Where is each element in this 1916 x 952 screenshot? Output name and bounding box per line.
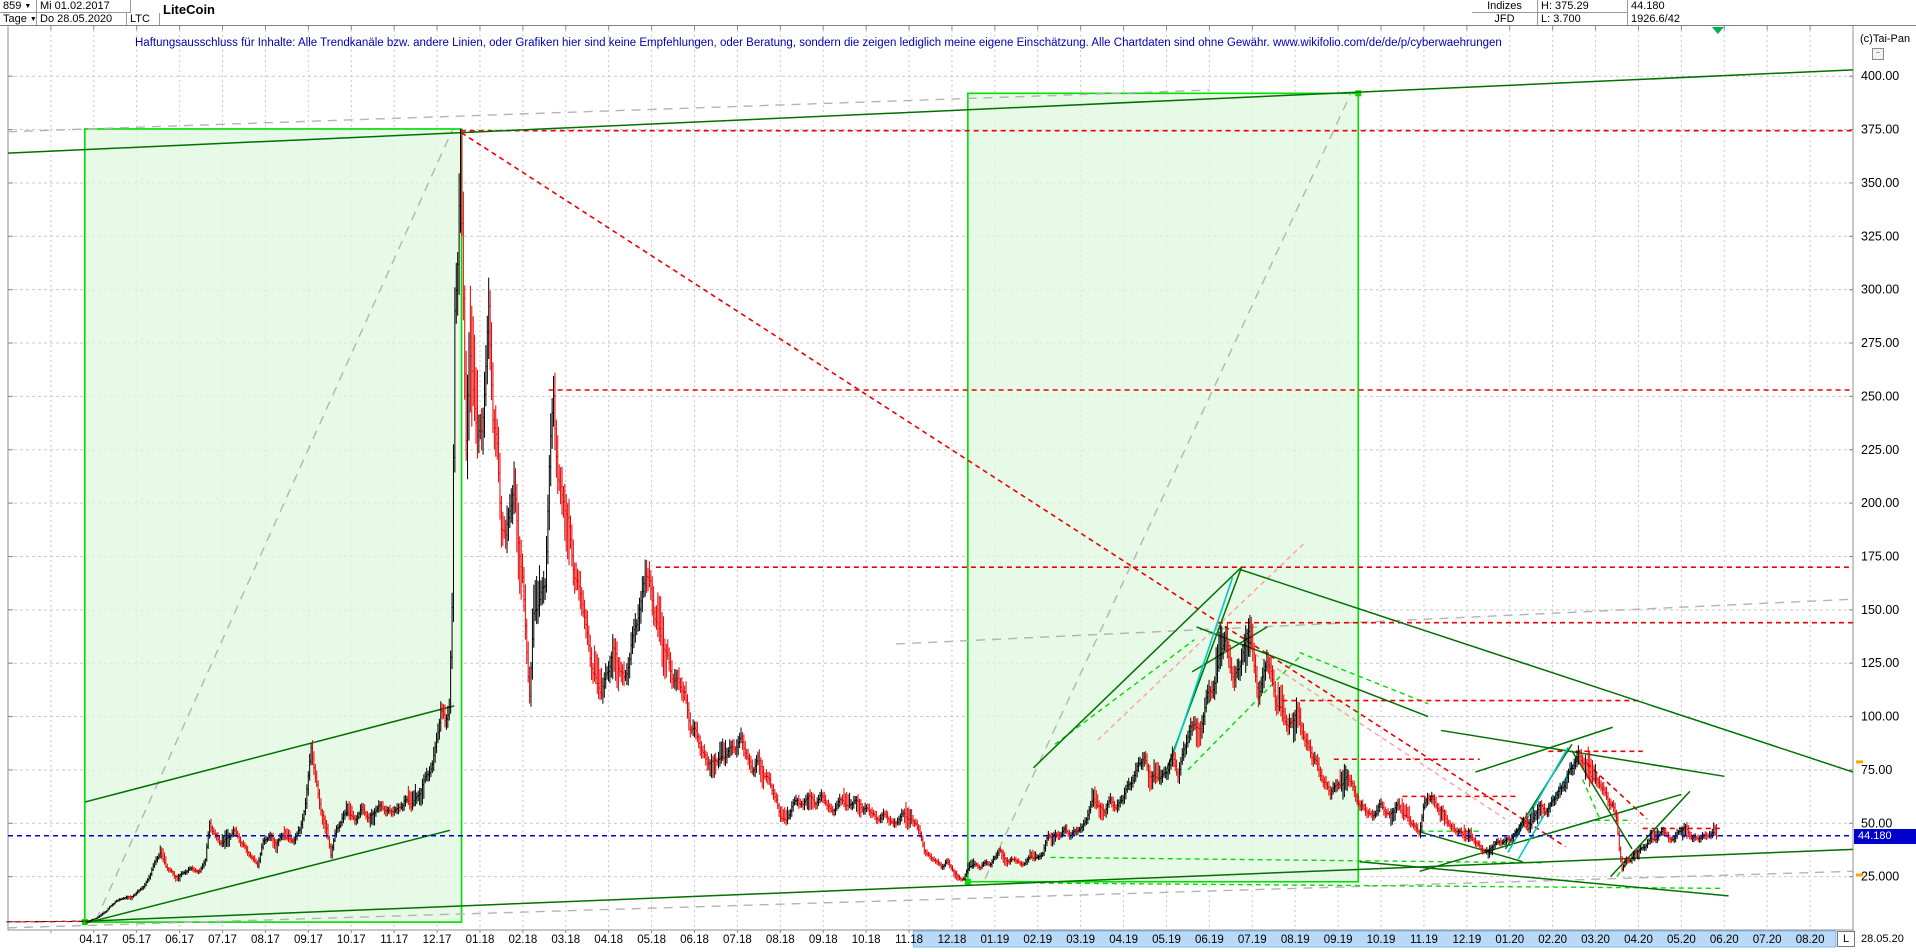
- svg-text:07.18: 07.18: [723, 934, 752, 946]
- svg-text:03.18: 03.18: [551, 934, 580, 946]
- svg-text:02.19: 02.19: [1023, 934, 1052, 946]
- svg-text:07.17: 07.17: [208, 934, 237, 946]
- svg-text:10.18: 10.18: [852, 934, 881, 946]
- svg-text:06.19: 06.19: [1195, 934, 1224, 946]
- last-value: 44.180: [1631, 0, 1665, 12]
- group-field[interactable]: Indizes: [1472, 0, 1538, 13]
- svg-text:275.00: 275.00: [1861, 336, 1899, 350]
- svg-text:07.19: 07.19: [1238, 934, 1267, 946]
- svg-text:08.19: 08.19: [1281, 934, 1310, 946]
- provider-field: JFD: [1472, 13, 1538, 25]
- low-value: L: 3.700: [1538, 13, 1628, 25]
- svg-text:05.20: 05.20: [1667, 934, 1696, 946]
- svg-text:01.18: 01.18: [466, 934, 495, 946]
- svg-text:50.00: 50.00: [1861, 816, 1892, 830]
- instrument-title: LiteCoin: [163, 2, 215, 17]
- header-bar: 859 ▼ Mi 01.02.2017 Tage ▼ Do 28.05.2020…: [0, 0, 1916, 26]
- svg-text:01.19: 01.19: [980, 934, 1009, 946]
- l-button[interactable]: L: [1837, 931, 1855, 947]
- svg-text:12.19: 12.19: [1452, 934, 1481, 946]
- last-price-badge: 44.180: [1854, 829, 1916, 844]
- bars-count-dropdown[interactable]: 859 ▼: [0, 0, 37, 13]
- date-to-field[interactable]: Do 28.05.2020: [37, 13, 127, 25]
- extra-value: 1926.6/42: [1631, 13, 1680, 25]
- svg-text:11.19: 11.19: [1410, 934, 1438, 946]
- minimize-button[interactable]: −: [1872, 48, 1884, 60]
- svg-text:225.00: 225.00: [1861, 443, 1899, 457]
- svg-text:350.00: 350.00: [1861, 176, 1899, 190]
- svg-text:04.19: 04.19: [1109, 934, 1138, 946]
- svg-text:175.00: 175.00: [1861, 549, 1899, 563]
- date-from-field[interactable]: Mi 01.02.2017: [37, 0, 131, 13]
- svg-text:01.20: 01.20: [1495, 934, 1524, 946]
- svg-text:200.00: 200.00: [1861, 496, 1899, 510]
- svg-text:07.20: 07.20: [1753, 934, 1782, 946]
- copyright-label: (c)Tai-Pan: [1860, 33, 1911, 45]
- svg-text:25.000: 25.000: [1861, 870, 1899, 884]
- svg-text:11.17: 11.17: [380, 934, 408, 946]
- chevron-down-icon: ▼: [29, 16, 37, 23]
- svg-text:150.00: 150.00: [1861, 603, 1899, 617]
- svg-text:02.20: 02.20: [1538, 934, 1567, 946]
- svg-text:03.20: 03.20: [1581, 934, 1610, 946]
- svg-text:10.17: 10.17: [337, 934, 366, 946]
- svg-text:08.18: 08.18: [766, 934, 795, 946]
- svg-text:08.20: 08.20: [1796, 934, 1825, 946]
- chevron-down-icon: ▼: [24, 3, 32, 10]
- svg-text:09.18: 09.18: [809, 934, 838, 946]
- svg-text:250.00: 250.00: [1861, 389, 1899, 403]
- svg-text:11.18: 11.18: [895, 934, 923, 946]
- svg-text:09.19: 09.19: [1324, 934, 1353, 946]
- svg-text:12.18: 12.18: [938, 934, 967, 946]
- high-value: H: 375.29: [1538, 0, 1628, 13]
- svg-text:300.00: 300.00: [1861, 283, 1899, 297]
- svg-text:04.18: 04.18: [594, 934, 623, 946]
- svg-text:06.18: 06.18: [680, 934, 709, 946]
- svg-text:03.19: 03.19: [1066, 934, 1095, 946]
- svg-text:12.17: 12.17: [423, 934, 452, 946]
- svg-text:09.17: 09.17: [294, 934, 323, 946]
- svg-text:125.00: 125.00: [1861, 656, 1899, 670]
- svg-text:05.19: 05.19: [1152, 934, 1181, 946]
- svg-text:325.00: 325.00: [1861, 229, 1899, 243]
- svg-text:04.17: 04.17: [79, 934, 108, 946]
- symbol-field[interactable]: LTC: [127, 13, 160, 25]
- svg-text:10.19: 10.19: [1367, 934, 1396, 946]
- svg-text:08.17: 08.17: [251, 934, 280, 946]
- svg-text:375.00: 375.00: [1861, 123, 1899, 137]
- svg-text:05.18: 05.18: [637, 934, 666, 946]
- svg-text:04.20: 04.20: [1624, 934, 1653, 946]
- svg-text:75.00: 75.00: [1861, 763, 1892, 777]
- svg-text:05.17: 05.17: [122, 934, 151, 946]
- svg-text:400.00: 400.00: [1861, 69, 1899, 83]
- svg-text:06.17: 06.17: [165, 934, 194, 946]
- svg-text:100.00: 100.00: [1861, 710, 1899, 724]
- last-date-label: 28.05.20: [1861, 933, 1904, 945]
- svg-text:02.18: 02.18: [508, 934, 537, 946]
- svg-text:06.20: 06.20: [1710, 934, 1739, 946]
- period-dropdown[interactable]: Tage ▼: [0, 13, 37, 25]
